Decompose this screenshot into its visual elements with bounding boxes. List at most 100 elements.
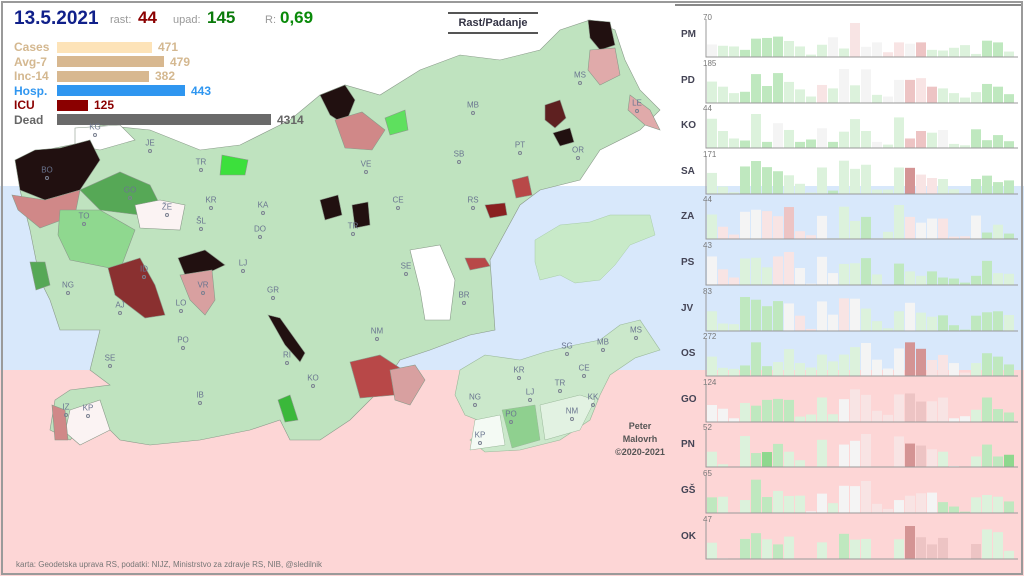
map-region[interactable]: [351, 201, 371, 229]
region-label[interactable]: KP: [474, 430, 486, 440]
municipality-label[interactable]: TR: [347, 221, 359, 231]
municipality-label[interactable]: BR: [458, 290, 470, 300]
municipality-map[interactable]: R1020406080100120140160180200220240Inc7d…: [0, 0, 680, 460]
map-region[interactable]: [389, 364, 426, 406]
bar-chart-ok[interactable]: OK 47: [678, 515, 1018, 561]
municipality-label[interactable]: CE: [392, 195, 404, 205]
map-region[interactable]: [464, 257, 491, 271]
map-region[interactable]: [14, 139, 101, 201]
bar: [839, 68, 849, 103]
bar-chart-ps[interactable]: PS 43: [678, 241, 1018, 287]
municipality-label[interactable]: KO: [307, 373, 319, 383]
municipality-label[interactable]: DO: [254, 224, 266, 234]
region-label[interactable]: NG: [469, 392, 481, 402]
municipality-label[interactable]: IB: [196, 390, 204, 400]
municipality-label[interactable]: KA: [257, 200, 269, 210]
municipality-label[interactable]: KR: [205, 195, 217, 205]
municipality-label[interactable]: KP: [82, 403, 94, 413]
map-region[interactable]: [277, 394, 299, 423]
municipality-label[interactable]: LJ: [238, 258, 248, 268]
bar-chart-ko[interactable]: KO 44: [678, 104, 1018, 150]
municipality-label[interactable]: LO: [175, 298, 187, 308]
map-region[interactable]: [511, 175, 533, 199]
region-nm[interactable]: [539, 394, 596, 441]
bar: [707, 172, 717, 194]
map-region[interactable]: [587, 19, 616, 51]
municipality-label[interactable]: AJ: [115, 300, 125, 310]
bar: [718, 408, 728, 422]
municipality-label[interactable]: MS: [574, 70, 586, 80]
map-region[interactable]: [267, 314, 306, 363]
municipality-label[interactable]: TO: [78, 211, 90, 221]
map-region[interactable]: [29, 261, 51, 291]
municipality-label[interactable]: ID: [140, 264, 148, 274]
map-region[interactable]: [177, 249, 226, 276]
region-label[interactable]: TR: [554, 378, 566, 388]
bar: [795, 142, 805, 149]
municipality-label[interactable]: RI: [283, 350, 291, 360]
map-region[interactable]: [334, 111, 386, 151]
municipality-label[interactable]: ŽE: [161, 202, 173, 212]
region-label[interactable]: MS: [630, 325, 642, 335]
bar: [883, 414, 893, 422]
municipality-label[interactable]: GO: [123, 185, 137, 195]
bar-chart-pn[interactable]: PN 52: [678, 423, 1018, 469]
municipality-label[interactable]: NG: [62, 280, 74, 290]
municipality-label[interactable]: TR: [195, 157, 207, 167]
municipality-label[interactable]: PT: [514, 140, 526, 150]
bar-chart-za[interactable]: ZA 44: [678, 195, 1018, 241]
municipality-label[interactable]: OR: [572, 145, 584, 155]
bar-chart-os[interactable]: OS 272: [678, 332, 1018, 378]
municipality-label[interactable]: NM: [370, 326, 384, 336]
map-region[interactable]: [319, 84, 356, 126]
map-region[interactable]: [107, 257, 166, 319]
map-region[interactable]: [134, 199, 186, 231]
municipality-label[interactable]: LE: [632, 98, 642, 108]
map-region[interactable]: [587, 47, 621, 86]
municipality-label[interactable]: GR: [267, 285, 279, 295]
municipality-label[interactable]: PO: [177, 335, 189, 345]
municipality-label[interactable]: SE: [104, 353, 116, 363]
municipality-label[interactable]: VR: [197, 280, 209, 290]
region-label[interactable]: CE: [578, 363, 590, 373]
bar: [773, 72, 783, 103]
bar: [806, 328, 816, 331]
region-label[interactable]: MB: [597, 337, 609, 347]
municipality-label[interactable]: MB: [467, 100, 479, 110]
municipality-label[interactable]: IZ: [62, 402, 70, 412]
map-region[interactable]: [179, 269, 216, 316]
map-region[interactable]: [219, 154, 249, 176]
map-region[interactable]: [409, 244, 456, 321]
region-label[interactable]: SG: [561, 341, 573, 351]
bar-chart-pd[interactable]: PD 185: [678, 59, 1018, 105]
municipality-label[interactable]: BO: [41, 165, 53, 175]
municipality-label[interactable]: RS: [467, 195, 479, 205]
region-label[interactable]: PO: [505, 409, 517, 419]
bar-chart-go[interactable]: GO 124: [678, 378, 1018, 424]
bar-chart-gš[interactable]: GŠ 65: [678, 469, 1018, 515]
region-label[interactable]: KK: [587, 392, 599, 402]
municipality-label[interactable]: ŠL: [196, 216, 206, 226]
map-region[interactable]: [552, 127, 575, 147]
city-dot: [471, 111, 475, 115]
municipality-label[interactable]: KG: [89, 122, 101, 132]
region-po[interactable]: [501, 404, 541, 449]
municipality-label[interactable]: SB: [453, 149, 465, 159]
city-dot: [261, 211, 265, 215]
region-label[interactable]: LJ: [525, 387, 535, 397]
region-label[interactable]: KR: [513, 365, 525, 375]
municipality-label[interactable]: SE: [400, 261, 412, 271]
map-region[interactable]: [384, 109, 409, 136]
rast-padanje-toggle[interactable]: Rast/Padanje: [448, 12, 538, 34]
bar-chart-sa[interactable]: SA 171: [678, 150, 1018, 196]
municipality-label[interactable]: VE: [360, 159, 372, 169]
map-region[interactable]: [319, 194, 343, 221]
map-region[interactable]: [484, 202, 508, 219]
region-label[interactable]: NM: [565, 406, 579, 416]
municipality-label[interactable]: JE: [145, 138, 155, 148]
map-region[interactable]: [627, 94, 661, 131]
bar-chart-pm[interactable]: PM 70: [678, 13, 1018, 59]
map-region[interactable]: [544, 99, 567, 129]
rast-value: 44: [138, 8, 157, 27]
bar-chart-jv[interactable]: JV 83: [678, 287, 1018, 333]
